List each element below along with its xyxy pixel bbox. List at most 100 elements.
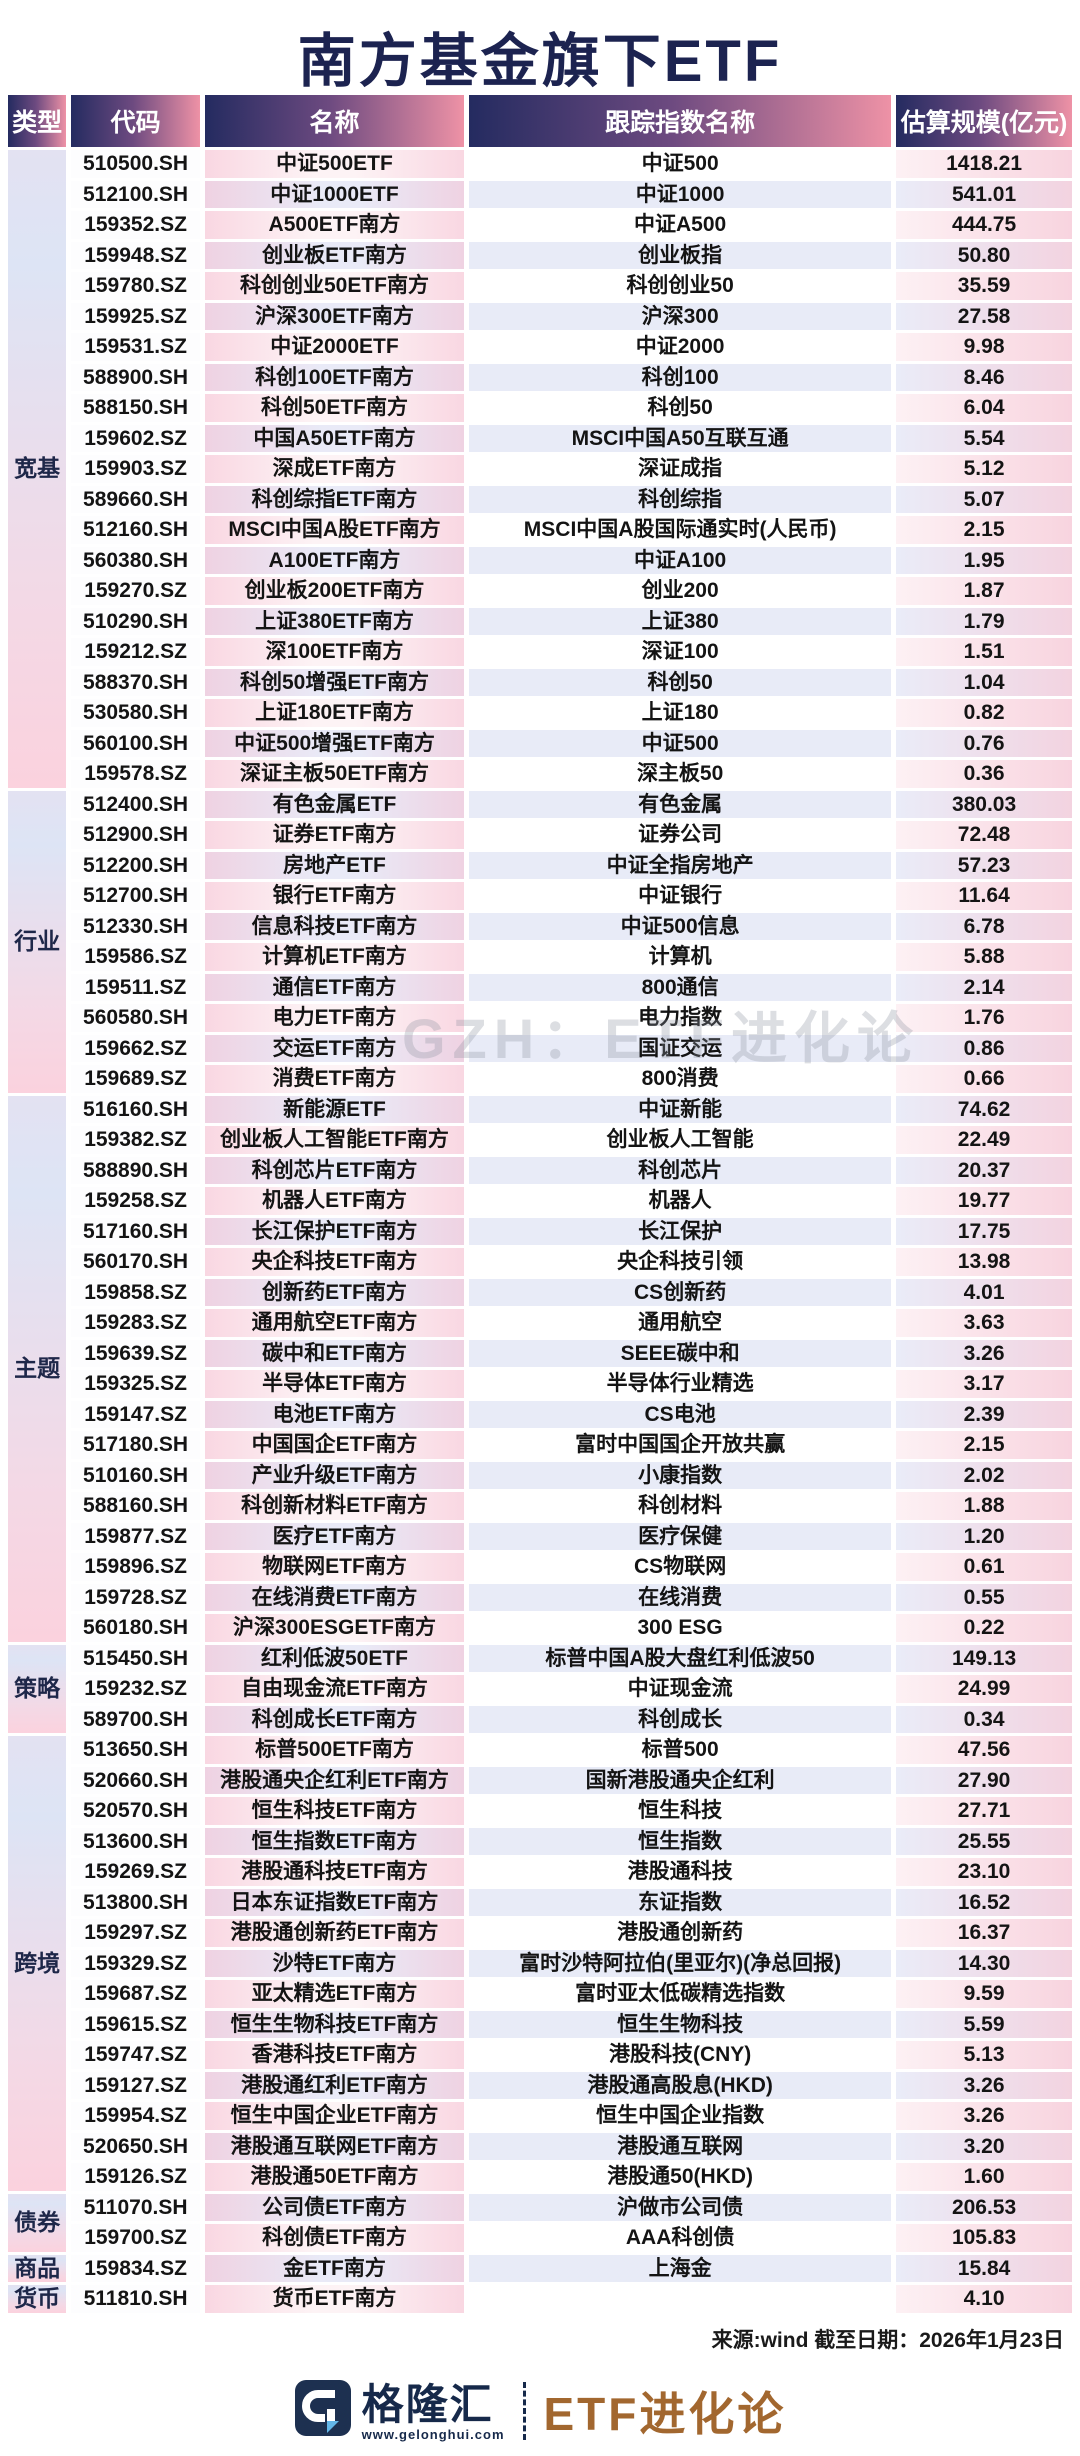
name-cell: 电池ETF南方 — [204, 1400, 465, 1428]
brand-title: ETF进化论 — [543, 2387, 787, 2440]
table-row: 159531.SZ 中证2000ETF 中证2000 9.98 — [8, 333, 1072, 361]
index-cell: 富时沙特阿拉伯(里亚尔)(净总回报) — [469, 1949, 892, 1977]
index-cell: MSCI中国A50互联互通 — [469, 424, 892, 452]
table-row: 行业 512400.SH 有色金属ETF 有色金属 380.03 — [8, 790, 1072, 1093]
scale-cell: 14.30 — [896, 1949, 1072, 1977]
code-cell: 560580.SH — [71, 1004, 200, 1032]
table-row: 159126.SZ 港股通50ETF南方 港股通50(HKD) 1.60 — [8, 2163, 1072, 2191]
name-cell: 新能源ETF — [204, 1095, 465, 1123]
table-row: 159147.SZ 电池ETF南方 CS电池 2.39 — [8, 1400, 1072, 1428]
scale-cell: 5.12 — [896, 455, 1072, 483]
scale-cell: 0.36 — [896, 760, 1072, 788]
scale-cell: 20.37 — [896, 1156, 1072, 1184]
index-cell: 科创材料 — [469, 1492, 892, 1520]
table-row: 债券 511070.SH 公司债ETF南方 沪做市公司债 206.53 — [8, 2193, 1072, 2252]
code-cell: 159662.SZ — [71, 1034, 200, 1062]
code-cell: 159780.SZ — [71, 272, 200, 300]
name-cell: 港股通50ETF南方 — [204, 2163, 465, 2191]
code-cell: 588900.SH — [71, 363, 200, 391]
name-cell: 房地产ETF — [204, 851, 465, 879]
code-cell: 159270.SZ — [71, 577, 200, 605]
index-cell: 创业板人工智能 — [469, 1126, 892, 1154]
code-cell: 159602.SZ — [71, 424, 200, 452]
index-cell: 深证100 — [469, 638, 892, 666]
scale-cell: 16.37 — [896, 1919, 1072, 1947]
code-cell: 560170.SH — [71, 1248, 200, 1276]
index-cell: 富时亚太低碳精选指数 — [469, 1980, 892, 2008]
index-cell: 通用航空 — [469, 1309, 892, 1337]
table-row: 宽基 510500.SH 中证500ETF 中证500 1418.21 — [8, 150, 1072, 788]
scale-cell: 35.59 — [896, 272, 1072, 300]
name-cell: 香港科技ETF南方 — [204, 2041, 465, 2069]
type-cell: 行业 — [8, 790, 67, 1093]
name-cell: 在线消费ETF南方 — [204, 1583, 465, 1611]
table-row: 588150.SH 科创50ETF南方 科创50 6.04 — [8, 394, 1072, 422]
code-cell: 159948.SZ — [71, 241, 200, 269]
name-cell: 银行ETF南方 — [204, 882, 465, 910]
index-cell: 中证500 — [469, 150, 892, 178]
name-cell: 科创债ETF南方 — [204, 2224, 465, 2252]
name-cell: 沙特ETF南方 — [204, 1949, 465, 1977]
scale-cell: 0.76 — [896, 729, 1072, 757]
name-cell: 标普500ETF南方 — [204, 1736, 465, 1764]
table-row: 560380.SH A100ETF南方 中证A100 1.95 — [8, 546, 1072, 574]
code-cell: 159586.SZ — [71, 943, 200, 971]
table-row: 159586.SZ 计算机ETF南方 计算机 5.88 — [8, 943, 1072, 971]
index-cell: 沪做市公司债 — [469, 2193, 892, 2221]
index-cell: 中证新能 — [469, 1095, 892, 1123]
code-cell: 510290.SH — [71, 607, 200, 635]
table-row: 159602.SZ 中国A50ETF南方 MSCI中国A50互联互通 5.54 — [8, 424, 1072, 452]
scale-cell: 2.14 — [896, 973, 1072, 1001]
code-cell: 520570.SH — [71, 1797, 200, 1825]
index-cell: 中证银行 — [469, 882, 892, 910]
index-cell: CS创新药 — [469, 1278, 892, 1306]
index-cell: 有色金属 — [469, 790, 892, 818]
scale-cell: 0.86 — [896, 1034, 1072, 1062]
index-cell: 港股通高股息(HKD) — [469, 2071, 892, 2099]
scale-cell: 149.13 — [896, 1644, 1072, 1672]
code-cell: 159903.SZ — [71, 455, 200, 483]
index-cell: 中证A100 — [469, 546, 892, 574]
table-row: 159728.SZ 在线消费ETF南方 在线消费 0.55 — [8, 1583, 1072, 1611]
index-cell: MSCI中国A股国际通实时(人民币) — [469, 516, 892, 544]
scale-cell: 105.83 — [896, 2224, 1072, 2252]
name-cell: MSCI中国A股ETF南方 — [204, 516, 465, 544]
name-cell: 科创综指ETF南方 — [204, 485, 465, 513]
type-cell: 宽基 — [8, 150, 67, 788]
table-row: 159858.SZ 创新药ETF南方 CS创新药 4.01 — [8, 1278, 1072, 1306]
index-cell: 800消费 — [469, 1065, 892, 1093]
name-cell: 医疗ETF南方 — [204, 1522, 465, 1550]
scale-cell: 0.34 — [896, 1705, 1072, 1733]
scale-cell: 27.90 — [896, 1766, 1072, 1794]
code-cell: 512100.SH — [71, 180, 200, 208]
type-cell: 债券 — [8, 2193, 67, 2252]
code-cell: 159325.SZ — [71, 1370, 200, 1398]
index-cell: 小康指数 — [469, 1461, 892, 1489]
index-cell — [469, 2285, 892, 2313]
code-cell: 513800.SH — [71, 1888, 200, 1916]
name-cell: 中证2000ETF — [204, 333, 465, 361]
code-cell: 159954.SZ — [71, 2102, 200, 2130]
table-row: 159212.SZ 深100ETF南方 深证100 1.51 — [8, 638, 1072, 666]
table-row: 159352.SZ A500ETF南方 中证A500 444.75 — [8, 211, 1072, 239]
table-row: 520570.SH 恒生科技ETF南方 恒生科技 27.71 — [8, 1797, 1072, 1825]
name-cell: 创业板ETF南方 — [204, 241, 465, 269]
index-cell: 富时中国国企开放共赢 — [469, 1431, 892, 1459]
code-cell: 512700.SH — [71, 882, 200, 910]
scale-cell: 5.59 — [896, 2010, 1072, 2038]
scale-cell: 8.46 — [896, 363, 1072, 391]
index-cell: 港股通科技 — [469, 1858, 892, 1886]
table-row: 主题 516160.SH 新能源ETF 中证新能 74.62 — [8, 1095, 1072, 1642]
index-cell: CS物联网 — [469, 1553, 892, 1581]
name-cell: 恒生指数ETF南方 — [204, 1827, 465, 1855]
scale-cell: 1.76 — [896, 1004, 1072, 1032]
code-cell: 159858.SZ — [71, 1278, 200, 1306]
name-cell: 物联网ETF南方 — [204, 1553, 465, 1581]
scale-cell: 16.52 — [896, 1888, 1072, 1916]
code-cell: 159297.SZ — [71, 1919, 200, 1947]
index-cell: 机器人 — [469, 1187, 892, 1215]
index-cell: 沪深300 — [469, 302, 892, 330]
scale-cell: 541.01 — [896, 180, 1072, 208]
index-cell: 港股通创新药 — [469, 1919, 892, 1947]
